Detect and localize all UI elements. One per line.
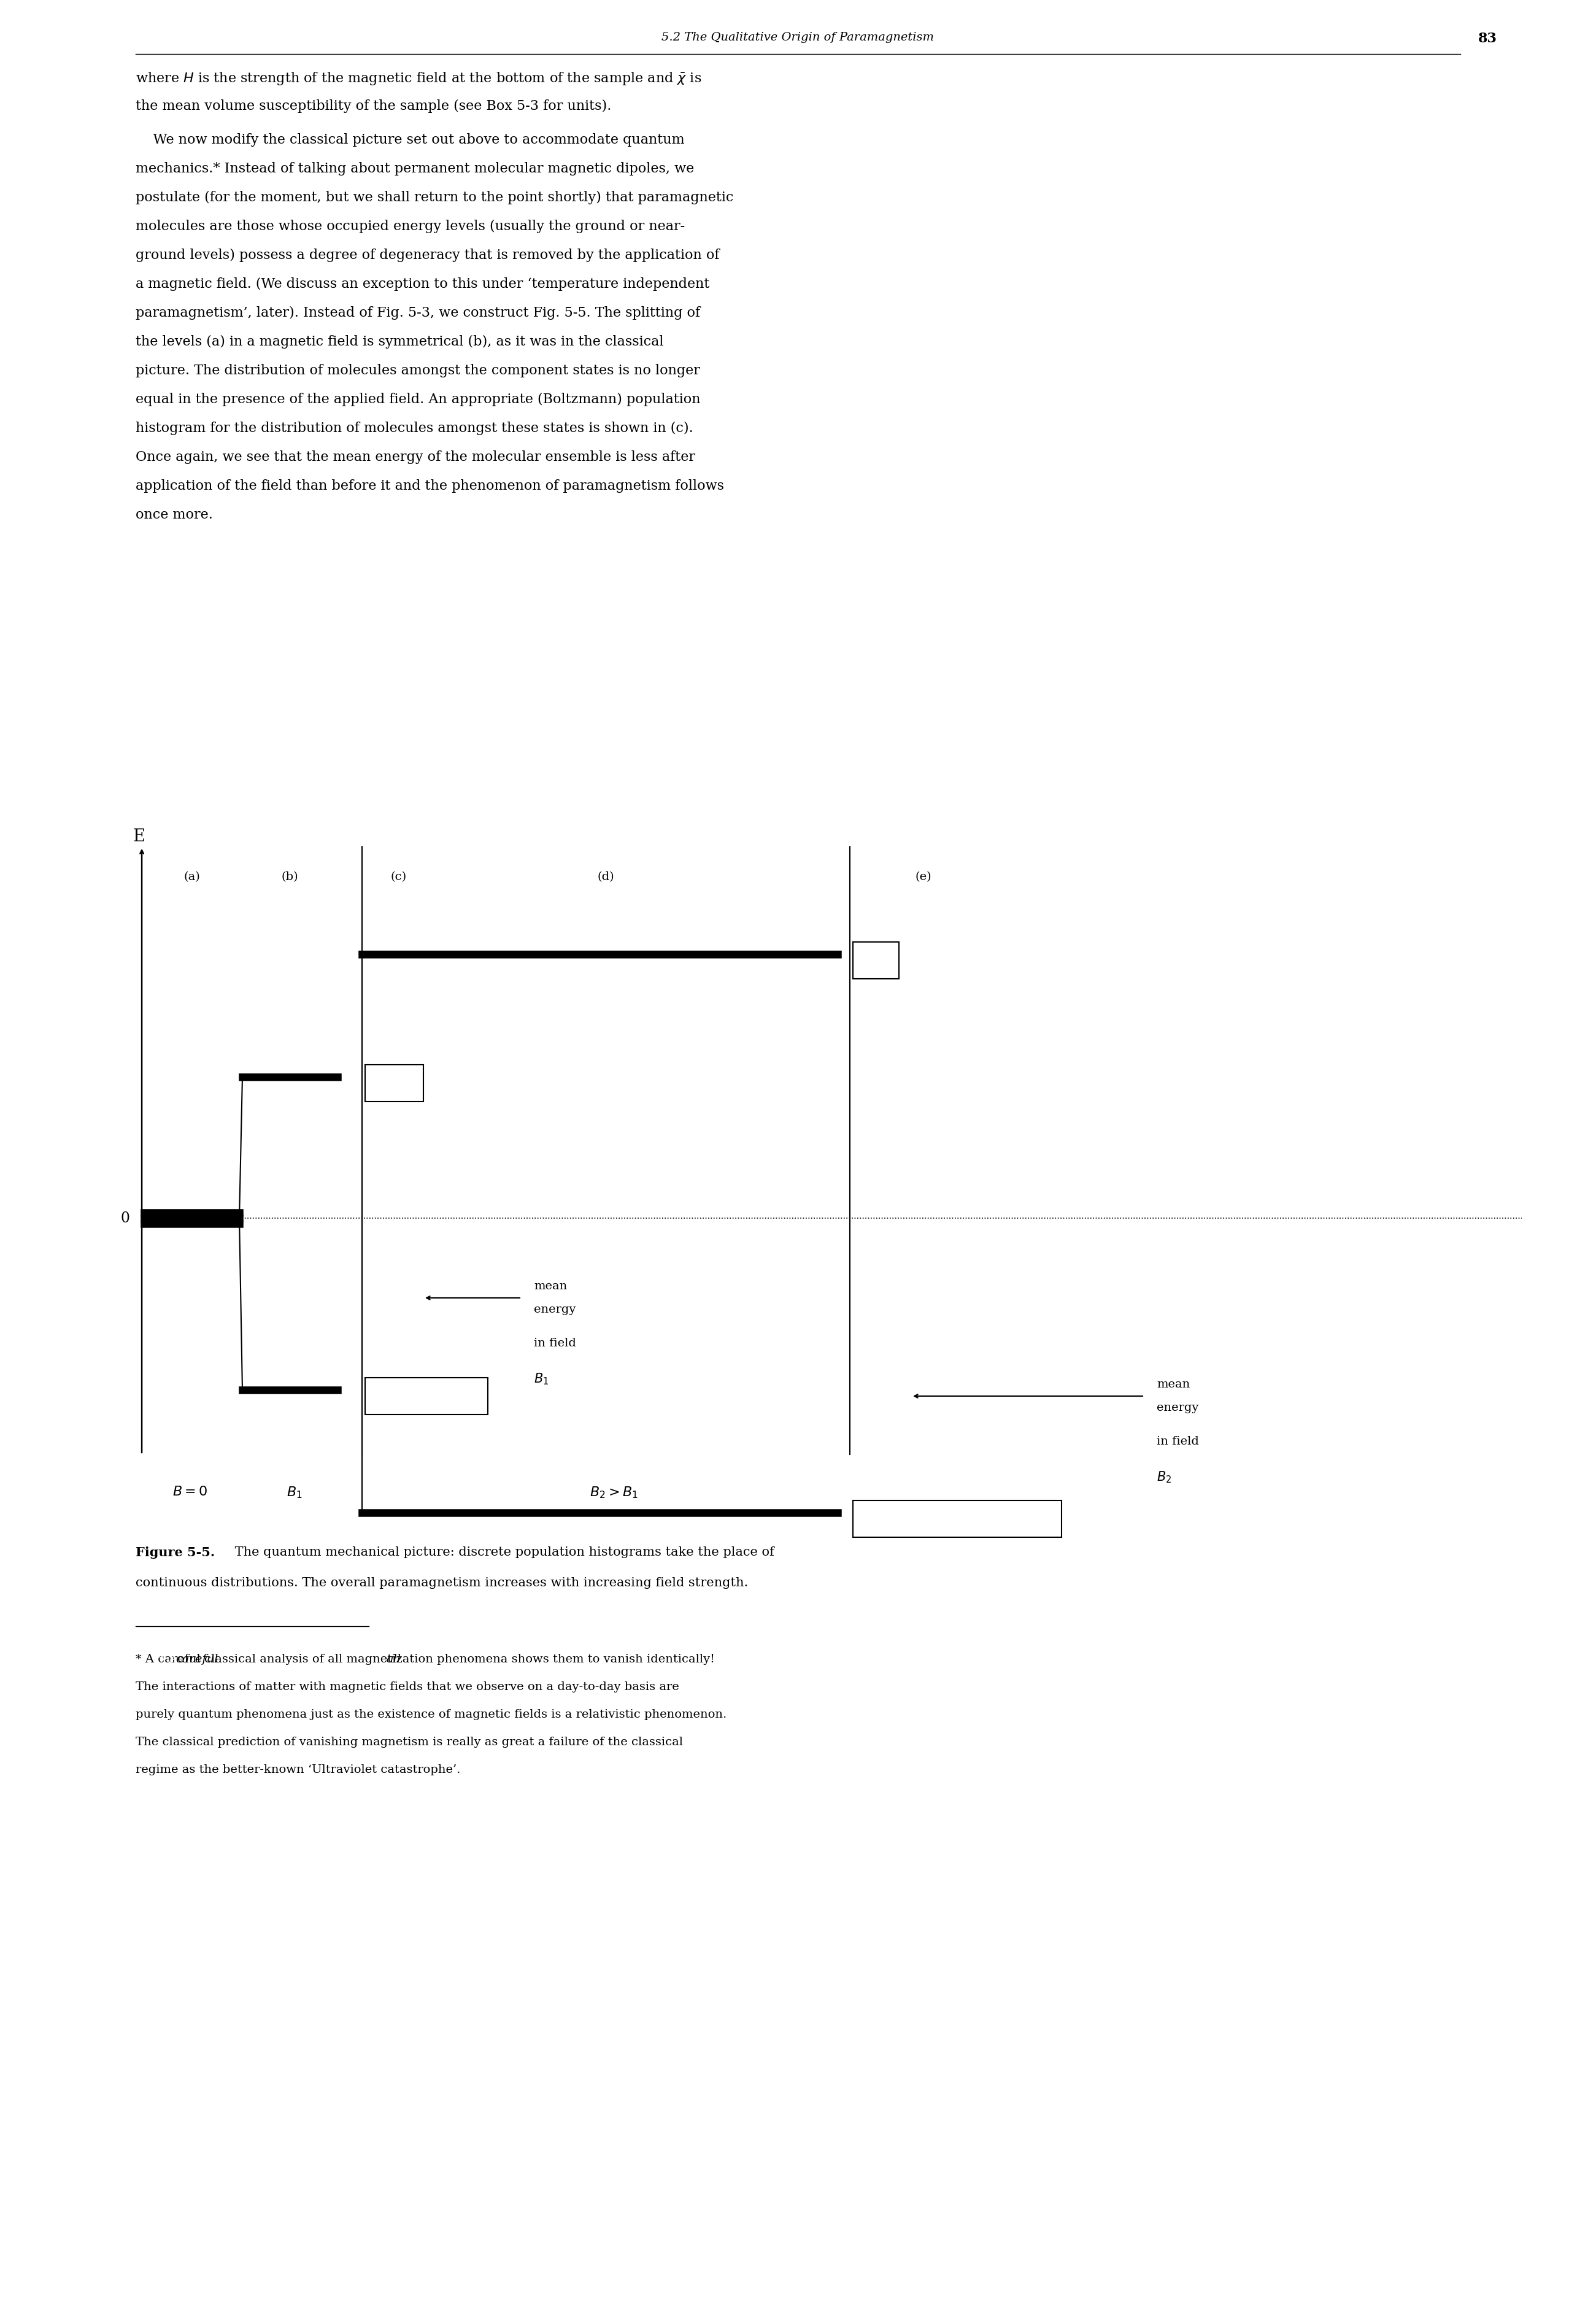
- Text: in field: in field: [533, 1339, 576, 1348]
- Text: Once again, we see that the mean energy of the molecular ensemble is less after: Once again, we see that the mean energy …: [136, 450, 696, 464]
- Text: We now modify the classical picture set out above to accommodate quantum: We now modify the classical picture set …: [136, 134, 685, 148]
- Text: mean: mean: [533, 1281, 567, 1292]
- Text: ground levels) possess a degree of degeneracy that is removed by the application: ground levels) possess a degree of degen…: [136, 249, 720, 263]
- Text: $B_1$: $B_1$: [533, 1371, 549, 1387]
- Bar: [852, 942, 899, 979]
- Text: (d): (d): [597, 872, 614, 882]
- Text: $B_1$: $B_1$: [287, 1484, 302, 1500]
- Text: E: E: [132, 829, 145, 845]
- Text: regime as the better-known ‘Ultraviolet catastrophe’.: regime as the better-known ‘Ultraviolet …: [136, 1763, 461, 1775]
- Text: The quantum mechanical picture: discrete population histograms take the place of: The quantum mechanical picture: discrete…: [231, 1546, 774, 1558]
- Text: mean: mean: [1157, 1378, 1191, 1389]
- Text: energy: energy: [533, 1304, 576, 1316]
- Text: molecules are those whose occupied energy levels (usually the ground or near-: molecules are those whose occupied energ…: [136, 219, 685, 233]
- Text: histogram for the distribution of molecules amongst these states is shown in (c): histogram for the distribution of molecu…: [136, 422, 693, 436]
- Text: (a): (a): [184, 872, 200, 882]
- Text: (c): (c): [391, 872, 407, 882]
- Bar: [852, 1500, 1061, 1537]
- Text: picture. The distribution of molecules amongst the component states is no longer: picture. The distribution of molecules a…: [136, 365, 701, 379]
- Text: the levels (a) in a magnetic field is symmetrical (b), as it was in the classica: the levels (a) in a magnetic field is sy…: [136, 335, 664, 349]
- Text: mechanics.* Instead of talking about permanent molecular magnetic dipoles, we: mechanics.* Instead of talking about per…: [136, 162, 694, 175]
- Text: equal in the presence of the applied field. An appropriate (Boltzmann) populatio: equal in the presence of the applied fie…: [136, 392, 701, 406]
- Text: where $H$ is the strength of the magnetic field at the bottom of the sample and : where $H$ is the strength of the magneti…: [136, 72, 702, 85]
- Text: (b): (b): [281, 872, 298, 882]
- Text: $B_2$: $B_2$: [1157, 1470, 1171, 1484]
- Text: paramagnetism’, later). Instead of Fig. 5-3, we construct Fig. 5-5. The splittin: paramagnetism’, later). Instead of Fig. …: [136, 307, 701, 321]
- Text: 5.2 The Qualitative Origin of Paramagnetism: 5.2 The Qualitative Origin of Paramagnet…: [662, 32, 934, 44]
- Text: application of the field than before it and the phenomenon of paramagnetism foll: application of the field than before it …: [136, 480, 725, 494]
- Text: 0: 0: [120, 1212, 129, 1226]
- Text: * A: * A: [160, 1655, 177, 1664]
- Text: 83: 83: [1478, 32, 1497, 46]
- Text: purely quantum phenomena just as the existence of magnetic fields is a relativis: purely quantum phenomena just as the exi…: [136, 1708, 726, 1719]
- Text: Figure 5-5.: Figure 5-5.: [136, 1546, 215, 1558]
- Text: $B_2 > B_1$: $B_2 > B_1$: [589, 1484, 638, 1500]
- Text: (e): (e): [916, 872, 932, 882]
- Text: the mean volume susceptibility of the sample (see Box 5-3 for units).: the mean volume susceptibility of the sa…: [136, 99, 611, 113]
- Text: energy: energy: [1157, 1403, 1199, 1412]
- Text: The interactions of matter with magnetic fields that we observe on a day-to-day : The interactions of matter with magnetic…: [136, 1683, 680, 1692]
- Bar: [365, 1378, 488, 1415]
- Text: in field: in field: [1157, 1436, 1199, 1447]
- Text: postulate (for the moment, but we shall return to the point shortly) that parama: postulate (for the moment, but we shall …: [136, 192, 734, 205]
- Text: * A careful classical analysis of all magnetization phenomena shows them to vani: * A careful classical analysis of all ma…: [136, 1655, 715, 1664]
- Text: $B = 0$: $B = 0$: [172, 1484, 207, 1498]
- Text: The classical prediction of vanishing magnetism is really as great a failure of : The classical prediction of vanishing ma…: [136, 1736, 683, 1747]
- Bar: [365, 1064, 423, 1101]
- Text: careful: careful: [176, 1655, 219, 1664]
- Text: all: all: [386, 1655, 401, 1664]
- Text: once more.: once more.: [136, 508, 212, 522]
- Text: a magnetic field. (We discuss an exception to this under ‘temperature independen: a magnetic field. (We discuss an excepti…: [136, 277, 710, 291]
- Text: continuous distributions. The overall paramagnetism increases with increasing fi: continuous distributions. The overall pa…: [136, 1576, 749, 1588]
